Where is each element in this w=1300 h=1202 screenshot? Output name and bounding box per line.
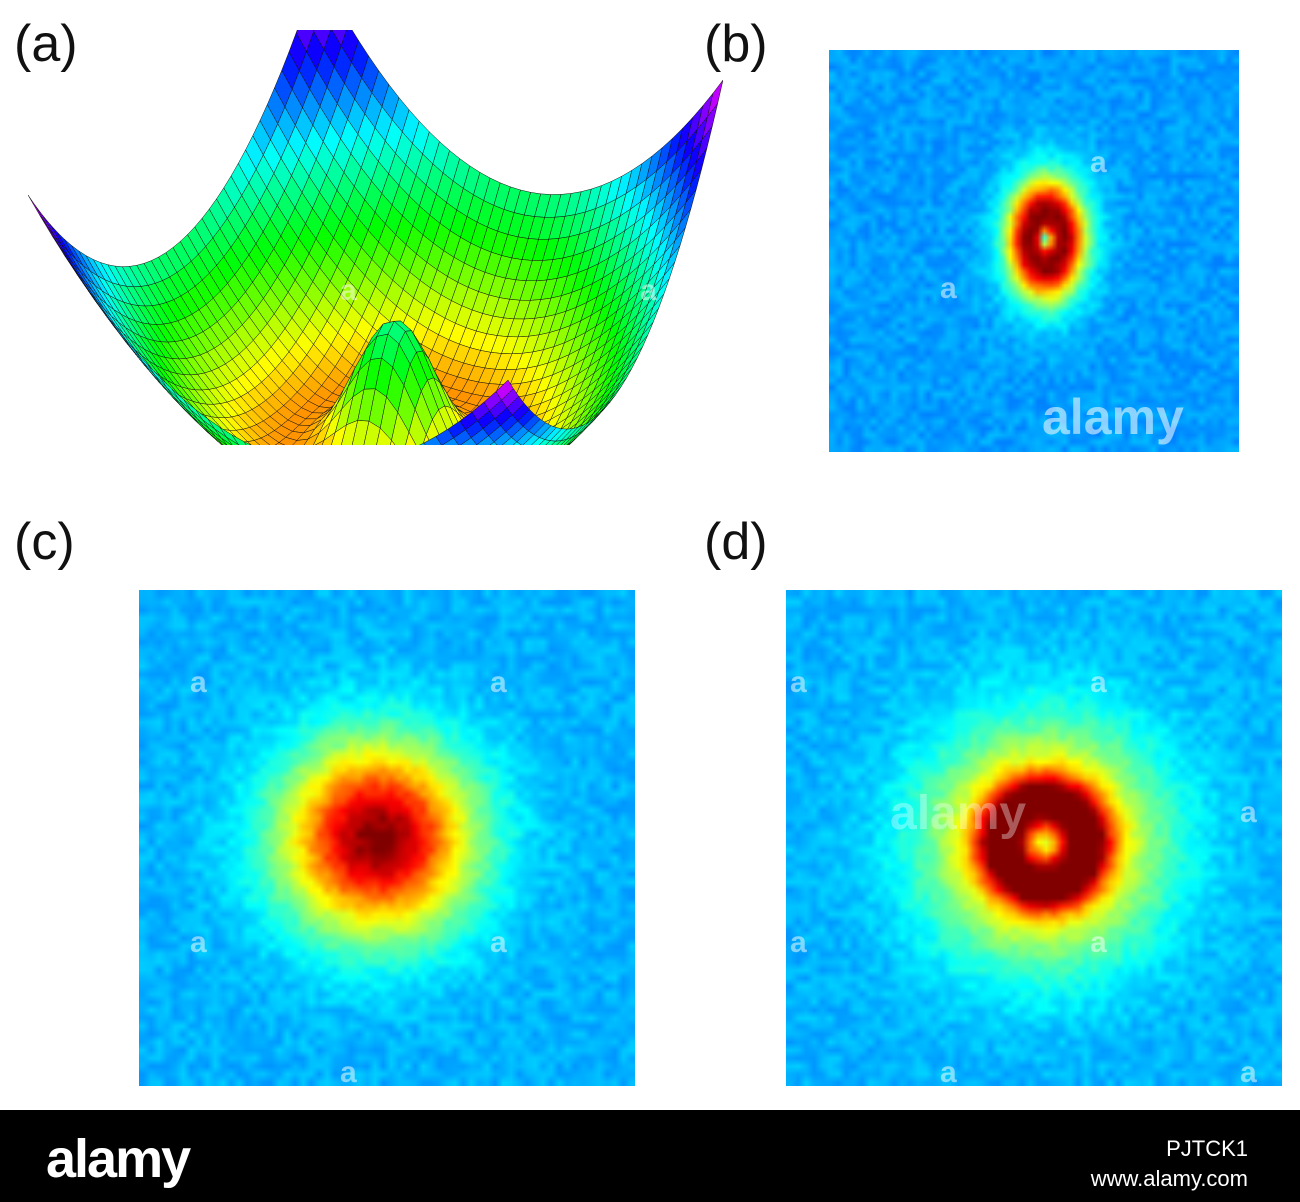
watermark-letter: a <box>1090 926 1107 959</box>
watermark-letter: a <box>1090 146 1107 179</box>
watermark-letter: a <box>340 1056 357 1089</box>
surface-cell <box>390 439 396 445</box>
watermark-letter: a <box>340 274 357 307</box>
surface-cell <box>247 440 261 445</box>
watermark-letter: a <box>1090 666 1107 699</box>
surface-mesh <box>28 30 723 445</box>
watermark-d: alamy <box>890 787 1027 840</box>
watermark-b: alamy <box>1042 389 1184 445</box>
surface-cell <box>49 223 70 253</box>
watermark-letter: a <box>190 666 207 699</box>
watermark-letter: a <box>490 926 507 959</box>
watermark-letter: a <box>490 146 507 179</box>
surface-cell <box>495 379 514 401</box>
surface-cell <box>42 214 62 245</box>
watermark-letter: a <box>940 272 957 305</box>
stock-footer-bar: alamy PJTCK1 www.alamy.com <box>0 1110 1300 1202</box>
watermark-letter: a <box>490 666 507 699</box>
surface-cell <box>231 434 247 445</box>
image-id: PJTCK1 <box>1166 1136 1248 1161</box>
watermark-letter: a <box>190 926 207 959</box>
surface-plot-a <box>28 30 723 445</box>
intensity-image-b <box>829 50 1239 452</box>
intensity-image-c <box>139 590 635 1086</box>
panel-label-a: (a) <box>14 15 78 73</box>
surface-cell <box>28 194 48 227</box>
watermark-letter: a <box>1240 796 1257 829</box>
heatmap-b <box>829 50 1239 452</box>
watermark-letter: a <box>790 926 807 959</box>
panel-label-d: (d) <box>704 513 768 571</box>
watermark-letter: a <box>1240 1056 1257 1089</box>
surface-cell <box>274 442 286 445</box>
footer-url: www.alamy.com <box>1090 1166 1248 1191</box>
alamy-logo: alamy <box>46 1129 191 1189</box>
surface-cell <box>253 437 271 445</box>
heatmap-c <box>139 590 635 1086</box>
panel-label-c: (c) <box>14 513 75 571</box>
surface-cell <box>243 440 252 445</box>
watermark-letter: a <box>790 666 807 699</box>
surface-cell <box>405 431 417 445</box>
surface-cell <box>419 442 426 445</box>
surface-cell <box>512 441 522 445</box>
watermark-letter: a <box>640 274 657 307</box>
watermark-letter: a <box>940 1056 957 1089</box>
intensity-image-d <box>786 590 1282 1086</box>
panel-label-b: (b) <box>704 15 768 73</box>
heatmap-d <box>786 590 1282 1086</box>
